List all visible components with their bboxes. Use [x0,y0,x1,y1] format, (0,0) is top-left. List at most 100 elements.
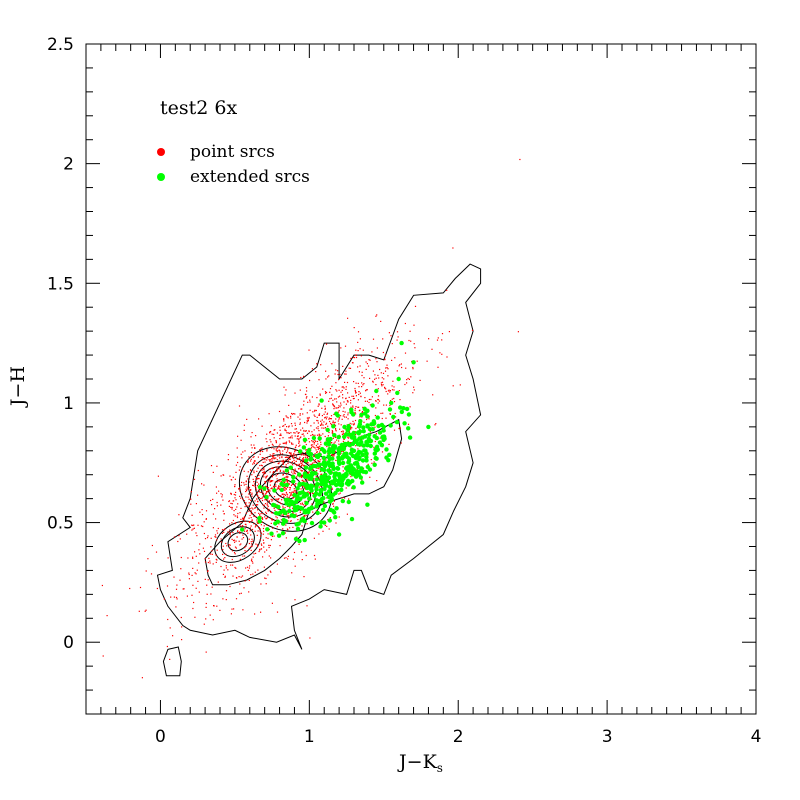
data-point [361,439,363,441]
data-point [311,433,314,436]
data-point [256,462,258,464]
data-point [243,484,245,486]
data-point [252,456,254,459]
data-point [263,504,265,506]
data-point [198,562,200,564]
data-point [286,456,288,458]
data-point [318,461,320,463]
data-point [353,327,355,329]
data-point [307,496,312,501]
data-point [290,432,292,434]
data-point [361,429,366,434]
data-point [326,412,329,414]
data-point [259,528,261,530]
data-point [265,537,267,539]
data-point [241,481,243,483]
data-point [287,515,289,517]
data-point [316,397,318,399]
data-point [340,415,342,417]
data-point [249,527,251,529]
data-point [271,500,273,502]
data-point [223,569,225,571]
data-point [368,443,373,449]
data-point [441,333,444,335]
data-point [188,573,190,576]
data-point [305,430,307,432]
data-point [338,443,340,445]
data-point [255,504,258,506]
data-point [286,432,288,434]
data-point [190,498,192,500]
data-point [248,510,250,512]
data-point [286,416,288,418]
data-point [294,449,296,451]
data-point [340,452,342,454]
data-point [287,448,289,450]
data-point [335,382,337,384]
data-point [240,576,242,578]
data-point [316,470,318,472]
data-point [286,494,289,496]
data-point [250,499,252,501]
data-point [331,466,336,472]
data-point [262,533,264,535]
data-point [374,426,376,428]
data-point [269,459,272,461]
data-point [222,598,224,600]
data-point [277,466,279,468]
data-point [251,519,253,521]
data-point [317,446,319,448]
data-point [361,374,363,377]
data-point [306,390,308,392]
data-point [327,435,329,437]
data-point [303,457,305,459]
data-point [271,602,273,604]
data-point [384,370,387,372]
data-point [252,540,254,542]
data-point [283,482,285,484]
data-point [167,618,169,621]
data-point [249,565,251,567]
data-point [289,487,291,489]
data-point [471,329,474,331]
data-point [245,503,247,505]
data-point [282,474,284,476]
data-point [207,561,209,564]
data-point [241,526,243,528]
data-point [244,506,246,508]
data-point [222,510,224,512]
data-point [250,458,252,460]
data-point [372,451,377,456]
data-point [303,576,305,578]
data-point [283,420,285,422]
data-point [277,508,279,510]
data-point [290,452,292,454]
data-point [359,365,361,367]
data-point [391,385,393,387]
data-point [314,487,319,492]
data-point [263,530,265,532]
data-point [292,511,294,514]
data-point [406,412,412,417]
data-point [439,352,441,354]
data-point [203,532,205,535]
data-point [354,407,356,410]
data-point [293,452,295,455]
data-point [261,447,263,449]
data-point [296,492,298,495]
data-point [284,488,286,490]
data-point [293,551,296,554]
data-point [199,553,201,555]
data-point [257,495,259,497]
data-point [396,370,398,372]
data-point [381,428,386,433]
data-point [166,585,169,587]
data-point [256,492,258,494]
data-point [286,450,289,452]
data-point [321,422,323,424]
data-point [298,463,300,465]
data-point [339,428,341,430]
data-point [387,368,389,370]
data-point [262,496,264,498]
data-point [412,366,414,369]
